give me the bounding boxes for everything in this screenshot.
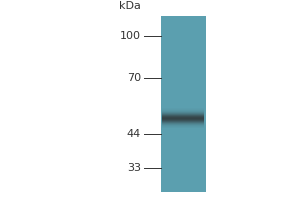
- Bar: [162, 118, 204, 119]
- Bar: [162, 127, 204, 128]
- Bar: [160, 16, 206, 192]
- Bar: [162, 111, 204, 112]
- Bar: [162, 120, 204, 121]
- Text: 70: 70: [127, 73, 141, 83]
- Bar: [162, 109, 204, 110]
- Bar: [162, 126, 204, 127]
- Text: kDa: kDa: [119, 1, 141, 11]
- Bar: [162, 108, 204, 109]
- Bar: [162, 116, 204, 117]
- Bar: [162, 115, 204, 116]
- Bar: [162, 117, 204, 118]
- Bar: [162, 119, 204, 120]
- Bar: [162, 121, 204, 122]
- Bar: [162, 110, 204, 111]
- Text: 44: 44: [127, 129, 141, 139]
- Bar: [162, 122, 204, 123]
- Text: 100: 100: [120, 31, 141, 41]
- Bar: [162, 114, 204, 115]
- Text: 33: 33: [127, 163, 141, 173]
- Bar: [162, 125, 204, 126]
- Bar: [162, 123, 204, 124]
- Bar: [162, 124, 204, 125]
- Bar: [162, 112, 204, 113]
- Bar: [162, 113, 204, 114]
